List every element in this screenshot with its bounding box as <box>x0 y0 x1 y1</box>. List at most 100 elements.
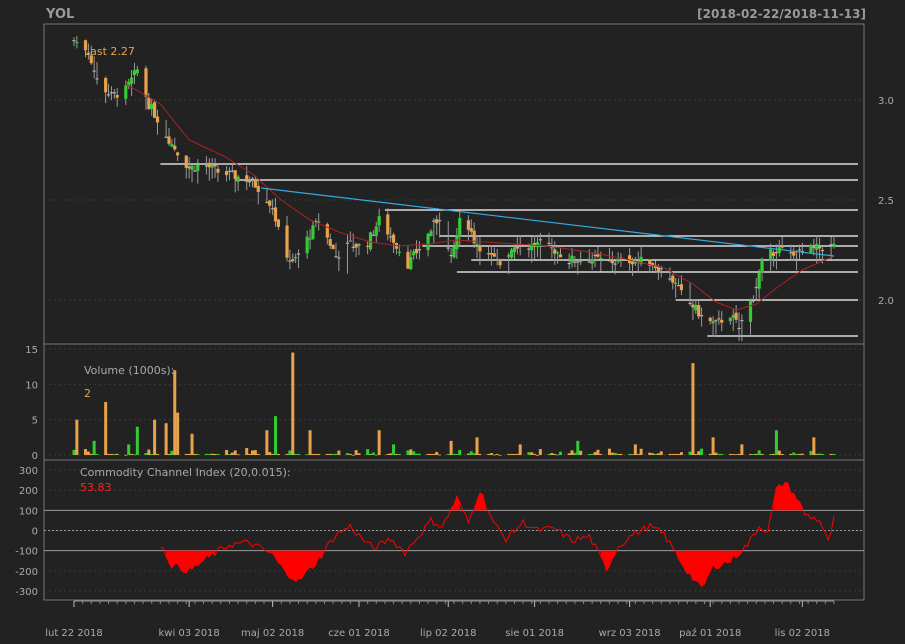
candle-body <box>391 234 396 243</box>
candle-body <box>296 253 301 255</box>
volume-bar <box>734 454 738 456</box>
volume-bar <box>345 453 349 455</box>
candle-body <box>184 155 188 168</box>
candle-body <box>129 77 134 84</box>
candle-body <box>576 261 580 263</box>
volume-bar <box>697 451 701 455</box>
volume-bar <box>475 437 479 455</box>
volume-bar <box>216 453 220 455</box>
volume-bar <box>567 453 571 455</box>
volume-bar <box>135 426 139 455</box>
x-tick-label: lut 22 2018 <box>45 628 103 639</box>
candle-body <box>104 77 108 93</box>
volume-bar <box>630 454 634 456</box>
candle-body <box>458 218 462 237</box>
candle-body <box>397 251 401 253</box>
volume-bar <box>809 450 813 455</box>
x-tick-label: kwi 03 2018 <box>159 628 220 639</box>
volume-bar <box>417 453 421 455</box>
volume-bar <box>728 453 732 455</box>
ma-line <box>125 83 835 311</box>
candle-body <box>711 321 715 324</box>
cci-series <box>160 481 835 588</box>
candle-body <box>599 257 603 260</box>
volume-bar <box>248 453 252 455</box>
volume-tick-label: 0 <box>32 451 38 462</box>
candle-body <box>777 247 781 253</box>
candle-body <box>466 220 470 230</box>
candle-body <box>273 207 278 222</box>
cci-tick-label: -100 <box>15 547 38 558</box>
volume-bar <box>613 452 617 455</box>
candle-body <box>769 249 773 261</box>
candle-body <box>515 246 519 249</box>
volume-bar <box>610 452 614 455</box>
candle-body <box>308 238 312 240</box>
volume-bar <box>535 454 539 456</box>
volume-bar <box>115 453 119 455</box>
candle-body <box>337 257 341 259</box>
volume-bar <box>780 453 784 455</box>
candle-body <box>556 252 560 254</box>
volume-bar <box>155 453 159 455</box>
candle-body <box>153 102 157 118</box>
cci-tick-label: 300 <box>19 466 38 477</box>
candle-body <box>377 216 381 226</box>
x-tick-label: maj 02 2018 <box>241 628 304 639</box>
candle-body <box>533 243 537 247</box>
candle-body <box>512 247 517 253</box>
volume-bar <box>720 453 724 455</box>
candle-body <box>486 253 491 255</box>
candle-body <box>449 255 453 257</box>
candle-body <box>593 254 597 257</box>
volume-bar <box>325 453 329 455</box>
volume-bar <box>737 453 741 455</box>
volume-bar <box>619 453 623 455</box>
volume-bar <box>374 454 378 456</box>
volume-bar <box>590 453 594 455</box>
volume-bar <box>397 453 401 455</box>
volume-bar <box>357 453 361 455</box>
candle-body <box>714 320 718 322</box>
candle-body <box>268 200 272 206</box>
volume-bar <box>354 450 358 455</box>
volume-bar <box>429 453 433 455</box>
candle-body <box>170 144 174 147</box>
volume-bar <box>268 452 272 455</box>
last-price-label: Last 2.27 <box>84 45 135 58</box>
volume-bar <box>815 453 819 455</box>
volume-bar <box>104 402 108 455</box>
candle-body <box>829 244 833 246</box>
candle-body <box>475 244 479 246</box>
volume-bar <box>107 453 111 455</box>
volume-bar <box>757 450 761 455</box>
candle-body <box>345 242 350 244</box>
volume-bar <box>751 453 755 455</box>
date-range-title: [2018-02-22/2018-11-13] <box>697 7 866 21</box>
candle-body <box>164 136 168 138</box>
volume-bar <box>153 419 157 455</box>
candle-body <box>478 245 482 252</box>
candle-body <box>357 244 361 246</box>
volume-bar <box>245 447 249 455</box>
candle-body <box>518 244 522 246</box>
volume-bar <box>271 453 275 455</box>
candle-body <box>550 247 554 249</box>
candle-body <box>196 164 200 171</box>
candle-body <box>740 320 744 322</box>
candle-body <box>538 239 542 241</box>
candle-body <box>294 256 298 259</box>
volume-bar <box>291 352 295 455</box>
candle-body <box>717 318 721 320</box>
candle-body <box>417 249 422 251</box>
volume-bar <box>593 452 597 455</box>
volume-bar <box>193 453 197 455</box>
candle-body <box>818 246 822 249</box>
x-tick-label: lis 02 2018 <box>775 628 830 639</box>
volume-bar <box>348 453 352 455</box>
candle-body <box>354 244 358 248</box>
candle-body <box>694 304 698 311</box>
candle-body <box>276 219 280 227</box>
candle-body <box>305 236 309 254</box>
candle-body <box>728 317 732 322</box>
